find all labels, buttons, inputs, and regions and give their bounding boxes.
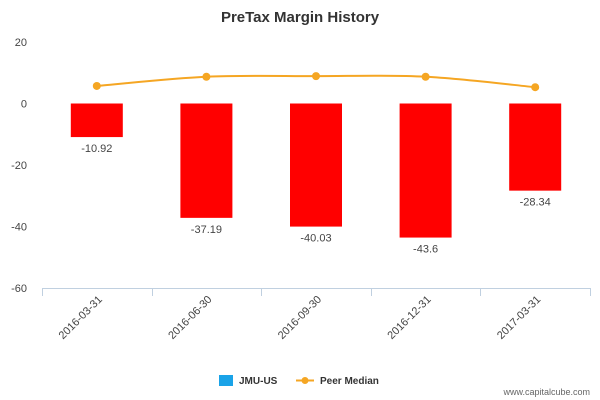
axes	[42, 288, 591, 296]
chart-title: PreTax Margin History	[221, 9, 380, 26]
y-tick-label: -20	[11, 160, 27, 172]
legend-label-peer-median: Peer Median	[320, 376, 379, 387]
footer-source: www.capitalcube.com	[502, 387, 590, 397]
peer-median-point	[92, 81, 101, 90]
peer-median-point	[202, 72, 211, 81]
x-tick-label: 2016-09-30	[276, 294, 324, 342]
bar-series-jmu-us	[70, 103, 562, 238]
legend-label-jmu-us: JMU-US	[239, 376, 278, 387]
bar	[180, 103, 233, 218]
legend-swatch-jmu-us	[219, 375, 233, 386]
line-series-peer-median	[92, 72, 540, 92]
bar	[509, 103, 562, 191]
y-tick-label: -60	[11, 283, 27, 295]
bar	[70, 103, 123, 138]
bar-data-label: -28.34	[520, 197, 551, 209]
bar	[399, 103, 452, 238]
x-tick-label: 2017-03-31	[495, 294, 543, 342]
y-tick-label: 20	[15, 37, 27, 49]
peer-median-point	[531, 83, 540, 92]
bar-data-label: -43.6	[413, 244, 438, 256]
x-tick-label: 2016-06-30	[166, 294, 214, 342]
legend: JMU-US Peer Median	[219, 375, 379, 387]
bar-data-label: -40.03	[300, 233, 331, 245]
legend-marker-peer-median	[301, 377, 309, 384]
x-tick-label: 2016-03-31	[57, 294, 105, 342]
y-tick-label: -40	[11, 222, 27, 234]
peer-median-point	[312, 72, 320, 81]
peer-median-point	[421, 72, 430, 81]
x-axis-ticks: 2016-03-31 2016-06-30 2016-09-30 2016-12-31…	[57, 294, 544, 342]
y-axis-ticks: 20 0 -20 -40 -60	[11, 37, 27, 295]
y-tick-label: 0	[21, 99, 27, 111]
bar-data-label: -37.19	[191, 224, 222, 236]
bar-data-labels: -10.92 -37.19 -40.03 -43.6 -28.34	[81, 143, 551, 255]
x-tick-label: 2016-12-31	[385, 294, 433, 342]
bar-data-label: -10.92	[81, 143, 112, 155]
bar	[290, 103, 342, 227]
